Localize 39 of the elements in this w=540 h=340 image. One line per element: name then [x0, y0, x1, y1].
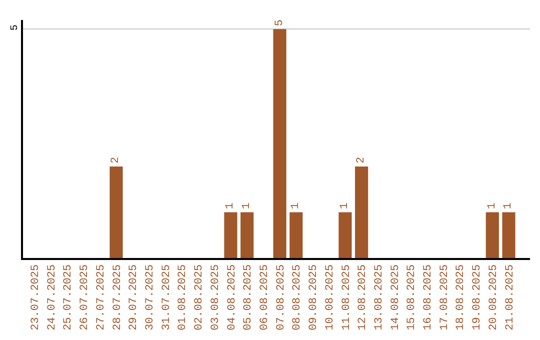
data-label: 1 — [339, 202, 352, 210]
x-tick-label: 24.07.2025 — [46, 264, 58, 330]
x-tick-label: 19.08.2025 — [472, 264, 484, 330]
x-tick-label: 08.08.2025 — [292, 264, 304, 330]
x-tick-label: 10.08.2025 — [324, 264, 336, 330]
data-label: 2 — [356, 156, 368, 164]
x-tick-label: 09.08.2025 — [308, 264, 320, 330]
x-tick-label: 30.07.2025 — [144, 264, 157, 330]
x-tick-label: 14.08.2025 — [390, 264, 402, 330]
data-label: 1 — [502, 202, 515, 210]
x-tick-label: 27.07.2025 — [95, 264, 108, 330]
data-label: 1 — [224, 202, 237, 210]
x-tick-label: 11.08.2025 — [340, 264, 353, 330]
x-tick-label: 23.07.2025 — [30, 264, 42, 330]
x-tick-label: 20.08.2025 — [488, 264, 500, 330]
x-tick-label: 16.08.2025 — [422, 264, 435, 330]
x-tick-label: 26.07.2025 — [79, 264, 92, 330]
x-tick-label: 13.08.2025 — [373, 264, 386, 330]
x-tick-label: 21.08.2025 — [504, 264, 516, 330]
x-tick-label: 04.08.2025 — [226, 264, 238, 330]
x-tick-label: 18.08.2025 — [455, 264, 468, 330]
x-tick-label: 02.08.2025 — [194, 264, 206, 330]
x-tick-label: 29.07.2025 — [128, 264, 140, 330]
x-tick-label: 03.08.2025 — [210, 264, 222, 330]
data-label: 1 — [290, 202, 302, 210]
x-tick-label: 05.08.2025 — [242, 264, 255, 330]
x-tick-label: 31.07.2025 — [160, 264, 173, 330]
x-tick-label: 25.07.2025 — [62, 264, 75, 330]
data-label: 1 — [486, 202, 498, 210]
x-tick-label: 07.08.2025 — [275, 264, 288, 330]
data-label: 1 — [241, 202, 254, 210]
data-label: 2 — [110, 156, 122, 164]
x-tick-label: 15.08.2025 — [406, 264, 418, 330]
x-tick-label: 28.07.2025 — [112, 264, 124, 330]
x-tick-label: 17.08.2025 — [438, 264, 451, 330]
x-tick-label: 12.08.2025 — [357, 264, 370, 330]
data-label: 5 — [274, 20, 286, 26]
x-tick-label: 01.08.2025 — [177, 264, 190, 330]
x-tick-label: 06.08.2025 — [258, 264, 271, 330]
